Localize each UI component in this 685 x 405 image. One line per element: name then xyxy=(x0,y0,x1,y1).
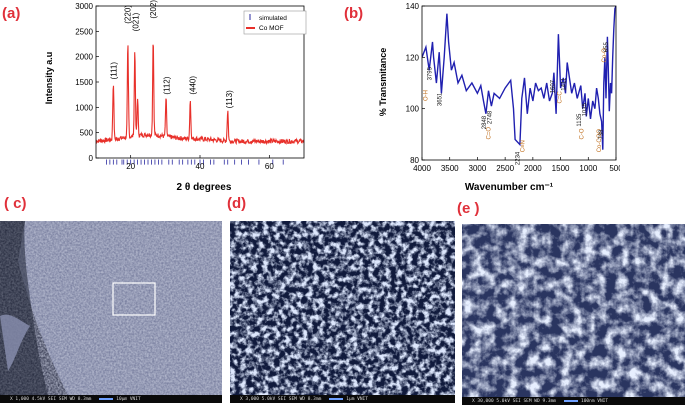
ftir-annotation: 2748 xyxy=(487,110,493,124)
ftir-annotation: 1411 xyxy=(562,77,568,91)
panel-label-a: (a) xyxy=(2,5,21,22)
panel-label-b: (b) xyxy=(344,5,364,22)
ftir-annotation: 1035 xyxy=(582,102,588,116)
sem-info-bar-d: X 3,000 5.0kV SEI SEM WD 8.3mm 1μm VNIT xyxy=(230,395,455,403)
ftir-annotation: 1135 xyxy=(577,113,583,127)
ftir-xtick-label: 4000 xyxy=(413,164,431,173)
xrd-legend: simulated Co MOF xyxy=(243,10,307,35)
xrd-peak-label: (202) xyxy=(149,0,158,19)
xrd-chart: 0 500 1000 1500 2000 2500 3000 20 40 60 (111) (220)… xyxy=(44,0,307,192)
ftir-ytick-label: 120 xyxy=(406,53,420,62)
sem-image-c: X 1,000 4.5kV SEI SEM WD 8.3mm 10μm VNIT xyxy=(0,221,222,403)
sem-info-e: X 30,000 5.0kV SEI SEM WD 9.3mm xyxy=(472,398,556,404)
ftir-xtick-label: 1000 xyxy=(579,164,597,173)
ftir-annotation: C=C xyxy=(558,91,564,104)
scale-bar-d xyxy=(329,398,344,400)
selection-box xyxy=(112,282,156,316)
ftir-annotation: 2848 xyxy=(482,115,488,129)
xrd-ytick-label: 500 xyxy=(80,129,94,138)
sem-info-c: X 1,000 4.5kV SEI SEM WD 8.3mm xyxy=(10,396,92,402)
ftir-chart: 80 100 120 140 4000 3500 3000 2500 2000 1500 1000 5… xyxy=(378,2,620,193)
xrd-xtick-label: 40 xyxy=(196,162,205,171)
xrd-peak-label: (112) xyxy=(162,76,171,94)
panel-label-c: ( c) xyxy=(4,195,27,212)
ftir-ylabel: % Transmitance xyxy=(378,48,388,117)
ftir-xtick-label: 3000 xyxy=(469,164,487,173)
ftir-annotation: Co-COO xyxy=(597,129,603,153)
xrd-peak-label: (440) xyxy=(188,76,197,95)
xrd-ylabel: Intensity a.u xyxy=(44,52,54,105)
legend-co-mof: Co MOF xyxy=(259,25,284,32)
xrd-ytick-label: 0 xyxy=(89,154,94,163)
ftir-annotation: 3651 xyxy=(437,92,443,106)
ftir-xtick-label: 500 xyxy=(609,164,620,173)
ftir-annotation: 1607 xyxy=(551,79,557,93)
xrd-ytick-label: 1000 xyxy=(75,103,93,112)
ftir-frame xyxy=(421,5,617,161)
sem-scale-d: 1μm VNIT xyxy=(346,396,368,402)
xrd-ytick-label: 1500 xyxy=(75,78,93,87)
xrd-peak-label: (021) xyxy=(132,12,141,31)
sem-info-bar-c: X 1,000 4.5kV SEI SEM WD 8.3mm 10μm VNIT xyxy=(0,395,222,403)
ftir-xtick-label: 2000 xyxy=(524,164,542,173)
ftir-annotation: O-H xyxy=(424,90,430,101)
sem-image-d: X 3,000 5.0kV SEI SEM WD 8.3mm 1μm VNIT xyxy=(230,221,455,403)
sem-image-e: X 30,000 5.0kV SEI SEM WD 9.3mm 100nm VN… xyxy=(462,224,685,405)
sem-texture-e xyxy=(462,224,685,405)
sem-texture-d xyxy=(230,221,455,403)
xrd-peak-label: (111) xyxy=(109,62,118,80)
xrd-peak-label: (220) xyxy=(124,5,133,24)
ftir-xtick-label: 1500 xyxy=(552,164,570,173)
ftir-annotation: Co-O xyxy=(602,48,608,63)
xrd-ytick-label: 2500 xyxy=(75,27,93,36)
xrd-ytick-label: 2000 xyxy=(75,53,93,62)
ftir-xtick-label: 3500 xyxy=(441,164,459,173)
ftir-annotation: C≡N xyxy=(521,140,527,152)
sem-texture-c xyxy=(0,221,222,403)
ftir-annotation: 655 xyxy=(604,42,610,53)
xrd-peak-label: (113) xyxy=(225,90,234,108)
xrd-xtick-label: 60 xyxy=(265,162,274,171)
xrd-xlabel: 2 θ degrees xyxy=(177,182,232,192)
scale-bar-c xyxy=(99,398,114,400)
panel-label-d: (d) xyxy=(227,195,247,212)
scale-bar-e xyxy=(564,400,578,402)
panel-label-e: (e ) xyxy=(457,200,480,217)
sem-info-d: X 3,000 5.0kV SEI SEM WD 8.3mm xyxy=(240,396,322,402)
ftir-annotation: C=O xyxy=(487,127,493,140)
ftir-ytick-label: 80 xyxy=(410,156,419,165)
sem-scale-e: 100nm VNIT xyxy=(581,398,609,404)
sem-scale-c: 10μm VNIT xyxy=(116,396,141,402)
xrd-xtick-label: 20 xyxy=(126,162,135,171)
ftir-annotation: 3795 xyxy=(427,66,433,80)
xrd-co-mof-line xyxy=(95,44,305,146)
sem-info-bar-e: X 30,000 5.0kV SEI SEM WD 9.3mm 100nm VN… xyxy=(462,397,685,405)
ftir-ytick-label: 100 xyxy=(406,105,420,114)
ftir-annotation: 2234 xyxy=(516,151,522,165)
ftir-xtick-label: 2500 xyxy=(496,164,514,173)
ftir-line xyxy=(422,6,616,150)
ftir-ytick-label: 140 xyxy=(406,2,420,11)
ftir-annotation: 738 xyxy=(599,129,605,140)
xrd-ytick-label: 3000 xyxy=(75,2,93,11)
ftir-xlabel: Wavenumber cm⁻¹ xyxy=(465,182,554,193)
legend-simulated: simulated xyxy=(259,15,287,22)
ftir-annotation: C-O xyxy=(579,128,585,139)
